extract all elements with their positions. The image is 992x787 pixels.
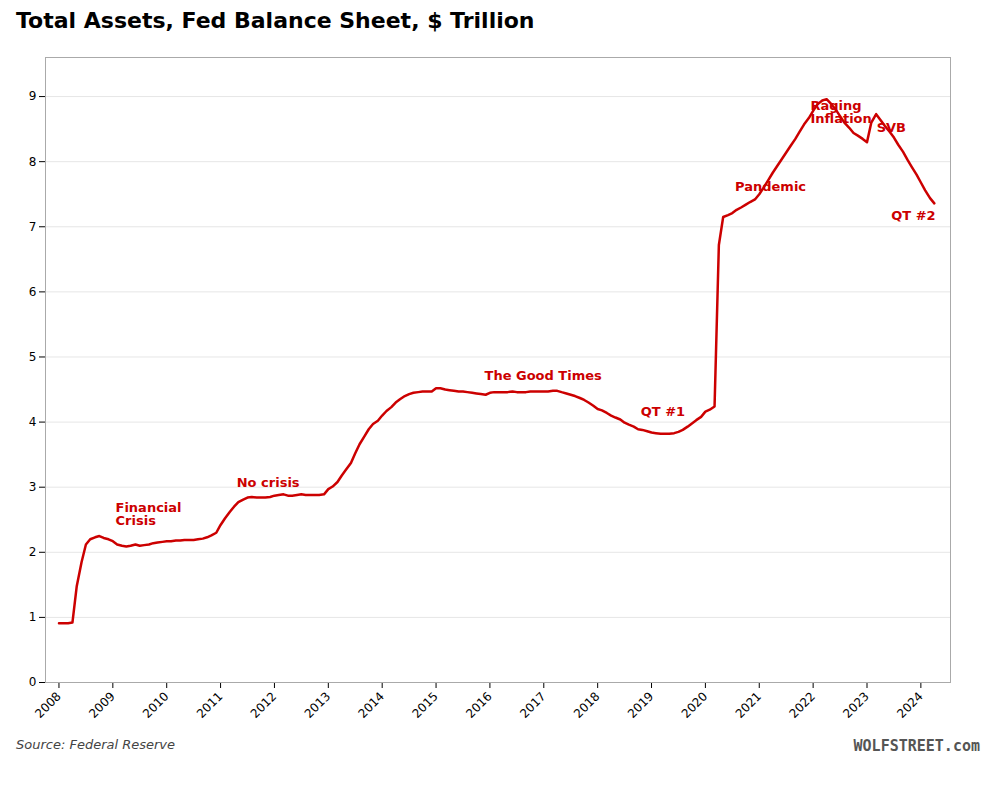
- svg-text:2019: 2019: [625, 689, 656, 720]
- svg-text:2015: 2015: [409, 689, 440, 720]
- svg-text:2: 2: [29, 545, 37, 559]
- svg-text:8: 8: [29, 155, 37, 169]
- html-text:Total Assets, Fed Balance Shee: Total Assets, Fed Balance Sheet, $ Trill…: [16, 8, 535, 33]
- svg-text:1: 1: [29, 610, 37, 624]
- svg-text:4: 4: [29, 415, 37, 429]
- svg-text:No crisis: No crisis: [237, 475, 300, 490]
- svg-text:2017: 2017: [517, 689, 548, 720]
- svg-text:2020: 2020: [679, 689, 710, 720]
- svg-text:2016: 2016: [463, 689, 494, 720]
- svg-text:3: 3: [29, 480, 37, 494]
- svg-text:2023: 2023: [840, 689, 871, 720]
- svg-text:2009: 2009: [86, 689, 117, 720]
- svg-text:2012: 2012: [248, 689, 279, 720]
- svg-text:2021: 2021: [733, 689, 764, 720]
- svg-text:7: 7: [29, 220, 37, 234]
- svg-text:2011: 2011: [194, 689, 225, 720]
- html-text:WOLFSTREET.com: WOLFSTREET.com: [853, 737, 980, 755]
- svg-text:2010: 2010: [140, 689, 171, 720]
- svg-text:5: 5: [29, 350, 37, 364]
- svg-text:2008: 2008: [32, 689, 63, 720]
- html-text:Source: Federal Reserve: Source: Federal Reserve: [16, 737, 176, 752]
- svg-text:2022: 2022: [786, 689, 817, 720]
- svg-text:SVB: SVB: [877, 120, 906, 135]
- svg-text:Pandemic: Pandemic: [735, 179, 806, 194]
- svg-text:2024: 2024: [894, 689, 925, 720]
- svg-text:QT #1: QT #1: [641, 404, 685, 419]
- svg-text:2018: 2018: [571, 689, 602, 720]
- svg-text:The Good Times: The Good Times: [485, 368, 603, 383]
- svg-text:FinancialCrisis: FinancialCrisis: [116, 500, 182, 528]
- svg-text:2014: 2014: [356, 689, 387, 720]
- svg-text:0: 0: [29, 675, 37, 689]
- svg-text:9: 9: [29, 89, 37, 103]
- svg-text:6: 6: [29, 285, 37, 299]
- svg-text:2013: 2013: [302, 689, 333, 720]
- svg-text:RagingInflation: RagingInflation: [810, 98, 871, 126]
- svg-text:QT #2: QT #2: [891, 208, 935, 223]
